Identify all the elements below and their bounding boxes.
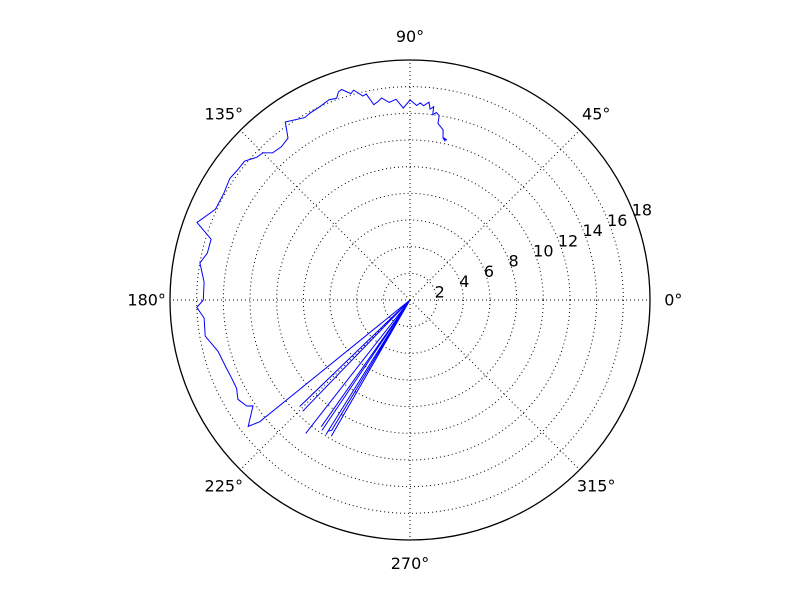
theta-tick-label: 0° — [664, 291, 682, 310]
r-tick-label: 8 — [509, 252, 519, 271]
theta-tick-label: 225° — [205, 477, 244, 496]
r-tick-label: 16 — [607, 211, 627, 230]
theta-tick-label: 90° — [396, 27, 424, 46]
theta-tick-label: 45° — [582, 104, 610, 123]
r-tick-label: 18 — [632, 201, 652, 220]
grid-circle-10 — [276, 166, 544, 434]
grid-spoke-135 — [239, 129, 411, 301]
grid-circle-4 — [356, 246, 464, 354]
grid-spoke-45 — [409, 129, 581, 301]
grid-spoke-225 — [239, 299, 411, 471]
polar-frame — [169, 59, 651, 541]
theta-tick-label: 180° — [127, 291, 166, 310]
grid-circle-16 — [196, 86, 624, 514]
theta-tick-label: 270° — [391, 554, 430, 573]
r-tick-label: 12 — [558, 231, 578, 250]
r-tick-label: 4 — [459, 272, 469, 291]
series-layer — [196, 88, 448, 437]
grid-circle-8 — [302, 192, 518, 408]
r-tick-label: 2 — [435, 282, 445, 301]
series-line — [196, 88, 448, 437]
r-tick-label: 14 — [582, 221, 602, 240]
theta-tick-label: 135° — [205, 104, 244, 123]
r-tick-label: 10 — [533, 241, 553, 260]
grid — [170, 60, 650, 540]
theta-tick-label: 315° — [577, 477, 616, 496]
theta-tick-labels: 0° 45° 90° 135° 180° 225° 270° 315° — [127, 27, 682, 573]
grid-circle-2 — [382, 272, 438, 328]
grid-spoke-315 — [409, 299, 581, 471]
grid-circle-14 — [222, 112, 598, 488]
r-tick-label: 6 — [484, 262, 494, 281]
